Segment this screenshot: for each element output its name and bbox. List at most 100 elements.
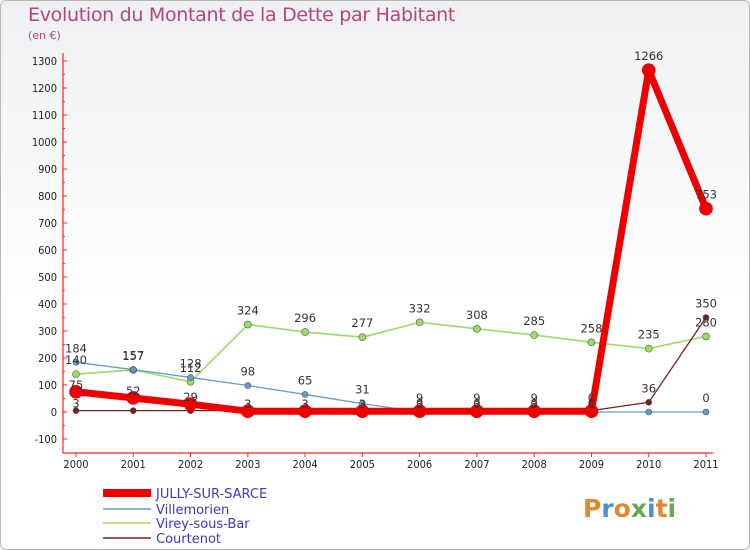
series-line-jully-sur-sarce bbox=[72, 66, 710, 415]
y-tick-label: 0 bbox=[51, 406, 57, 419]
y-tick-label: 1300 bbox=[32, 55, 57, 68]
y-tick-label: -100 bbox=[35, 433, 57, 446]
data-label-villemorien: 65 bbox=[298, 373, 313, 387]
data-point-jully-sur-sarce bbox=[412, 404, 427, 418]
x-tick-label: 2000 bbox=[63, 458, 88, 471]
logo-letter: t bbox=[656, 494, 668, 523]
chart-title: Evolution du Montant de la Dette par Hab… bbox=[28, 4, 456, 26]
series-line-courtenot bbox=[75, 316, 707, 412]
data-label-villemorien: 184 bbox=[65, 341, 87, 355]
data-point-virey-sous-bar bbox=[72, 370, 80, 379]
y-tick-label: 600 bbox=[38, 244, 57, 257]
x-tick-label: 2005 bbox=[350, 458, 375, 471]
data-point-jully-sur-sarce bbox=[298, 404, 312, 418]
y-tick-label: 1100 bbox=[32, 109, 57, 122]
proxiti-logo: Proxiti bbox=[583, 494, 676, 523]
x-tick-label: 2006 bbox=[407, 458, 432, 471]
y-tick-label: 500 bbox=[38, 271, 57, 284]
data-point-virey-sous-bar bbox=[702, 332, 710, 341]
legend-label-courtenot: Courtenot bbox=[156, 532, 221, 547]
data-point-virey-sous-bar bbox=[473, 325, 481, 333]
x-tick-label: 2010 bbox=[636, 458, 661, 471]
x-tick-label: 2009 bbox=[579, 458, 604, 471]
data-label-virey-sous-bar: 157 bbox=[122, 349, 144, 363]
series-points bbox=[69, 63, 713, 418]
y-tick-label: 100 bbox=[38, 379, 57, 392]
data-label-courtenot: 3 bbox=[72, 397, 79, 411]
data-label-virey-sous-bar: 285 bbox=[523, 314, 545, 328]
data-label-jully-sur-sarce: 29 bbox=[183, 390, 198, 404]
data-label-virey-sous-bar: 296 bbox=[294, 311, 316, 325]
y-tick-label: 800 bbox=[38, 190, 57, 203]
data-label-virey-sous-bar: 280 bbox=[695, 315, 717, 329]
data-point-courtenot bbox=[129, 407, 137, 414]
data-label-jully-sur-sarce: 3 bbox=[416, 397, 423, 411]
data-point-virey-sous-bar bbox=[530, 331, 538, 339]
y-tick-label: 300 bbox=[38, 325, 57, 338]
data-label-virey-sous-bar: 140 bbox=[65, 353, 87, 367]
y-tick-label: 700 bbox=[38, 217, 57, 230]
data-point-jully-sur-sarce bbox=[183, 397, 198, 411]
data-labels: 140 157 112 324 296 277 332 308 285 258 235 280 184 1… bbox=[65, 49, 717, 411]
data-label-courtenot: 0 bbox=[531, 397, 538, 411]
data-point-virey-sous-bar bbox=[644, 344, 653, 353]
data-label-virey-sous-bar: 308 bbox=[466, 308, 488, 322]
data-label-jully-sur-sarce: 3 bbox=[359, 397, 366, 411]
logo-letter: r bbox=[601, 494, 614, 523]
data-point-virey-sous-bar bbox=[244, 320, 252, 329]
data-label-jully-sur-sarce: 753 bbox=[695, 188, 717, 202]
data-label-villemorien: 0 bbox=[702, 391, 709, 405]
data-point-jully-sur-sarce bbox=[241, 404, 255, 418]
y-tick-label: 1000 bbox=[32, 136, 57, 149]
data-label-virey-sous-bar: 235 bbox=[638, 328, 660, 342]
data-label-courtenot: 0 bbox=[416, 397, 423, 411]
logo-text: Proxiti bbox=[583, 494, 676, 523]
data-label-jully-sur-sarce: 3 bbox=[244, 397, 251, 411]
logo-letter: o bbox=[614, 494, 631, 523]
data-point-virey-sous-bar bbox=[301, 328, 309, 336]
y-tick-label: 200 bbox=[38, 352, 57, 365]
data-point-jully-sur-sarce bbox=[527, 404, 541, 418]
logo-letter: x bbox=[631, 494, 647, 523]
data-label-villemorien: 31 bbox=[355, 383, 370, 397]
data-label-jully-sur-sarce: 75 bbox=[69, 378, 84, 392]
data-point-jully-sur-sarce bbox=[69, 384, 83, 399]
series-line-virey-sous-bar bbox=[75, 321, 707, 383]
legend-label-jully-sur-sarce: JULLY-SUR-SARCE bbox=[155, 487, 267, 502]
data-point-virey-sous-bar bbox=[415, 318, 424, 327]
data-label-villemorien: 9 bbox=[473, 391, 480, 405]
data-label-virey-sous-bar: 258 bbox=[580, 321, 602, 335]
y-tick-label: 900 bbox=[38, 163, 57, 176]
data-point-jully-sur-sarce bbox=[699, 201, 713, 216]
data-point-courtenot bbox=[72, 407, 80, 414]
data-label-villemorien: 9 bbox=[531, 391, 538, 405]
data-point-virey-sous-bar bbox=[358, 333, 367, 342]
data-point-villemorien bbox=[187, 374, 194, 381]
legend-label-virey-sous-bar: Virey-sous-Bar bbox=[156, 517, 250, 532]
x-tick-label: 2003 bbox=[235, 458, 260, 471]
data-label-virey-sous-bar: 332 bbox=[409, 301, 431, 315]
data-point-courtenot bbox=[645, 398, 653, 406]
data-point-jully-sur-sarce bbox=[126, 391, 141, 405]
data-point-jully-sur-sarce bbox=[584, 404, 599, 418]
data-point-virey-sous-bar bbox=[587, 338, 596, 347]
data-label-jully-sur-sarce: 52 bbox=[126, 384, 141, 398]
x-tick-label: 2007 bbox=[464, 458, 489, 471]
logo-letter: i bbox=[647, 494, 656, 523]
series-lines bbox=[72, 66, 710, 415]
data-label-villemorien: 128 bbox=[180, 356, 202, 370]
data-label-jully-sur-sarce: 3 bbox=[301, 397, 308, 411]
data-label-jully-sur-sarce: 1266 bbox=[634, 49, 663, 63]
data-point-jully-sur-sarce bbox=[641, 63, 656, 77]
logo-letter: P bbox=[583, 494, 601, 523]
data-label-jully-sur-sarce: 0 bbox=[588, 397, 595, 411]
data-label-courtenot: 0 bbox=[473, 397, 480, 411]
x-tick-label: 2002 bbox=[178, 458, 203, 471]
x-tick-label: 2011 bbox=[693, 458, 718, 471]
chart-subtitle: (en €) bbox=[28, 29, 61, 42]
data-point-villemorien bbox=[72, 359, 80, 366]
data-label-courtenot: 350 bbox=[695, 297, 717, 311]
data-point-jully-sur-sarce bbox=[355, 404, 370, 418]
data-label-courtenot: 0 bbox=[588, 397, 595, 411]
